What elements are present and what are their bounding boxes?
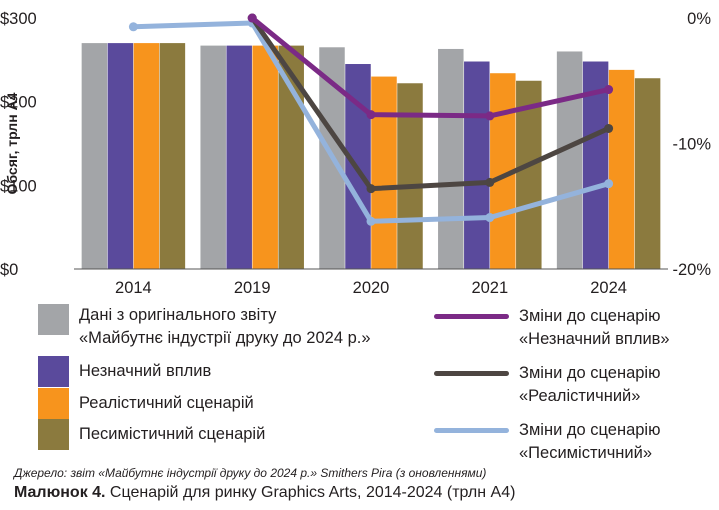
bar-series2-2021 <box>464 61 490 269</box>
legend-label-change-minor-line1: Зміни до сценарію <box>519 307 661 325</box>
bar-series4-2020 <box>397 83 423 269</box>
bar-series1-2019 <box>200 45 226 269</box>
legend-label-pessimistic: Песимістичний сценарій <box>79 425 266 443</box>
legend-label-original-report-line2: «Майбутнє індустрії друку до 2024 р.» <box>79 329 371 347</box>
y2-tick-label-1: -10% <box>672 136 711 154</box>
x-tick-label-2021: 2021 <box>471 279 508 297</box>
bar-series1-2024 <box>556 51 583 269</box>
legend-swatch-original-report <box>38 304 69 335</box>
legend-item-realistic: Реалістичний сценарій <box>38 388 254 419</box>
line-point-series1-2019 <box>247 13 257 23</box>
line-point-series3-2014 <box>128 22 138 32</box>
x-tick-label-2020: 2020 <box>353 279 390 297</box>
line-point-series3-2024 <box>604 179 614 189</box>
y-axis-title: Обсяг, трлн А4 <box>4 92 20 194</box>
line-point-series1-2024 <box>604 85 614 95</box>
line-point-series2-2020 <box>366 184 376 194</box>
bar-series2-2014 <box>107 43 134 269</box>
legend-label-change-pessimistic-line1: Зміни до сценарію <box>519 421 661 439</box>
legend-item-original-report: Дані з оригінального звіту «Майбутнє інд… <box>38 304 371 350</box>
figure-caption-text: Сценарій для ринку Graphics Arts, 2014-2… <box>105 484 516 501</box>
figure-caption: Малюнок 4. Сценарій для ринку Graphics A… <box>14 484 515 502</box>
legend-item-change-realistic: Зміни до сценарію «Реалістичний» <box>434 362 660 408</box>
legend-line-change-pessimistic <box>434 428 509 433</box>
bar-series3-2019 <box>252 45 278 269</box>
y-tick-label-2: $200 <box>0 94 37 112</box>
legend-swatch-pessimistic <box>38 419 69 450</box>
legend-label-change-pessimistic-line2: «Песимістичний» <box>519 444 653 462</box>
x-tick-label-2024: 2024 <box>590 279 627 297</box>
figure-caption-label: Малюнок 4. <box>14 484 106 501</box>
line-point-series3-2020 <box>366 216 376 226</box>
legend-label-change-realistic-line1: Зміни до сценарію <box>519 364 661 382</box>
legend-swatch-minor-impact <box>38 356 69 387</box>
x-tick-label-2019: 2019 <box>234 279 271 297</box>
legend-item-change-pessimistic: Зміни до сценарію «Песимістичний» <box>434 419 660 465</box>
bar-series1-2014 <box>81 43 108 269</box>
bar-series3-2014 <box>133 43 160 269</box>
bar-series4-2019 <box>278 45 304 269</box>
bar-series3-2020 <box>371 76 397 269</box>
y-tick-label-1: $100 <box>0 177 37 195</box>
legend-line-change-realistic <box>434 371 509 376</box>
line-point-series2-2021 <box>485 177 495 187</box>
bar-series4-2021 <box>516 80 542 269</box>
line-point-series1-2021 <box>485 111 495 121</box>
x-tick-label-2014: 2014 <box>115 279 152 297</box>
legend-label-change-realistic-line2: «Реалістичний» <box>519 387 641 405</box>
y2-tick-label-0: 0% <box>687 10 711 28</box>
bar-series4-2024 <box>634 78 661 270</box>
source-note: Джерело: звіт «Майбутнє індустрії друку … <box>14 466 487 480</box>
legend-label-original-report-line1: Дані з оригінального звіту <box>79 306 277 324</box>
bar-series1-2021 <box>438 48 464 269</box>
legend-item-minor-impact: Незначний вплив <box>38 356 211 387</box>
line-point-series2-2024 <box>604 123 614 133</box>
bar-series4-2014 <box>159 43 186 269</box>
bar-series3-2024 <box>608 69 635 269</box>
legend-label-realistic: Реалістичний сценарій <box>79 394 254 412</box>
y-tick-label-0: $0 <box>0 261 18 279</box>
line-series2 <box>249 15 612 192</box>
y-tick-label-3: $300 <box>0 10 37 28</box>
y2-tick-label-2: -20% <box>672 261 711 279</box>
line-series1 <box>249 15 612 119</box>
legend-swatch-realistic <box>38 388 69 419</box>
legend-label-change-minor-line2: «Незначний вплив» <box>519 330 670 348</box>
chart: $0 $100 $200 $300 0% -10% -20% Обсяг, трлн А4 20… <box>0 10 711 297</box>
bar-series2-2019 <box>226 45 252 269</box>
legend-item-change-minor: Зміни до сценарію «Незначний вплив» <box>434 305 670 351</box>
legend-item-pessimistic: Песимістичний сценарій <box>38 419 265 450</box>
line-point-series1-2020 <box>366 110 376 120</box>
legend-line-change-minor <box>434 314 509 319</box>
line-point-series3-2021 <box>485 213 495 223</box>
legend-label-minor-impact: Незначний вплив <box>79 362 212 380</box>
